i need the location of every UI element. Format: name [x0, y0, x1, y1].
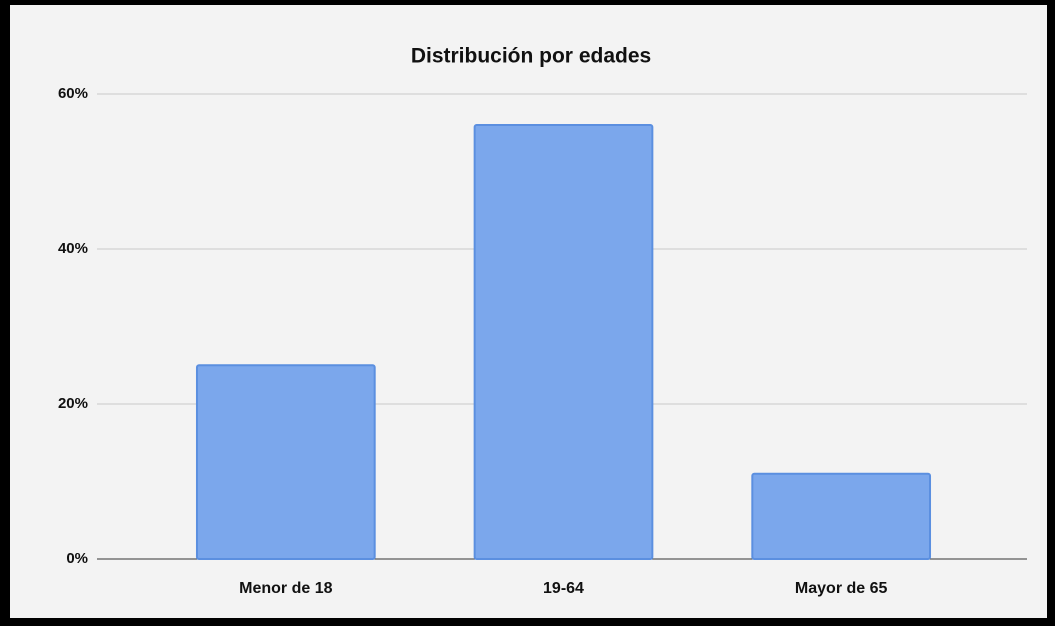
x-tick-label: Menor de 18 — [239, 580, 332, 597]
x-tick-label: 19-64 — [543, 580, 584, 597]
x-tick-label: Mayor de 65 — [795, 580, 888, 597]
bar — [473, 124, 654, 560]
bar — [751, 472, 932, 560]
y-tick-label: 60% — [58, 85, 88, 102]
y-tick-label: 40% — [58, 240, 88, 257]
y-tick-label: 20% — [58, 395, 88, 412]
chart-title: Distribución por edades — [411, 45, 651, 68]
y-tick-label: 0% — [66, 550, 88, 567]
bar — [195, 364, 376, 560]
